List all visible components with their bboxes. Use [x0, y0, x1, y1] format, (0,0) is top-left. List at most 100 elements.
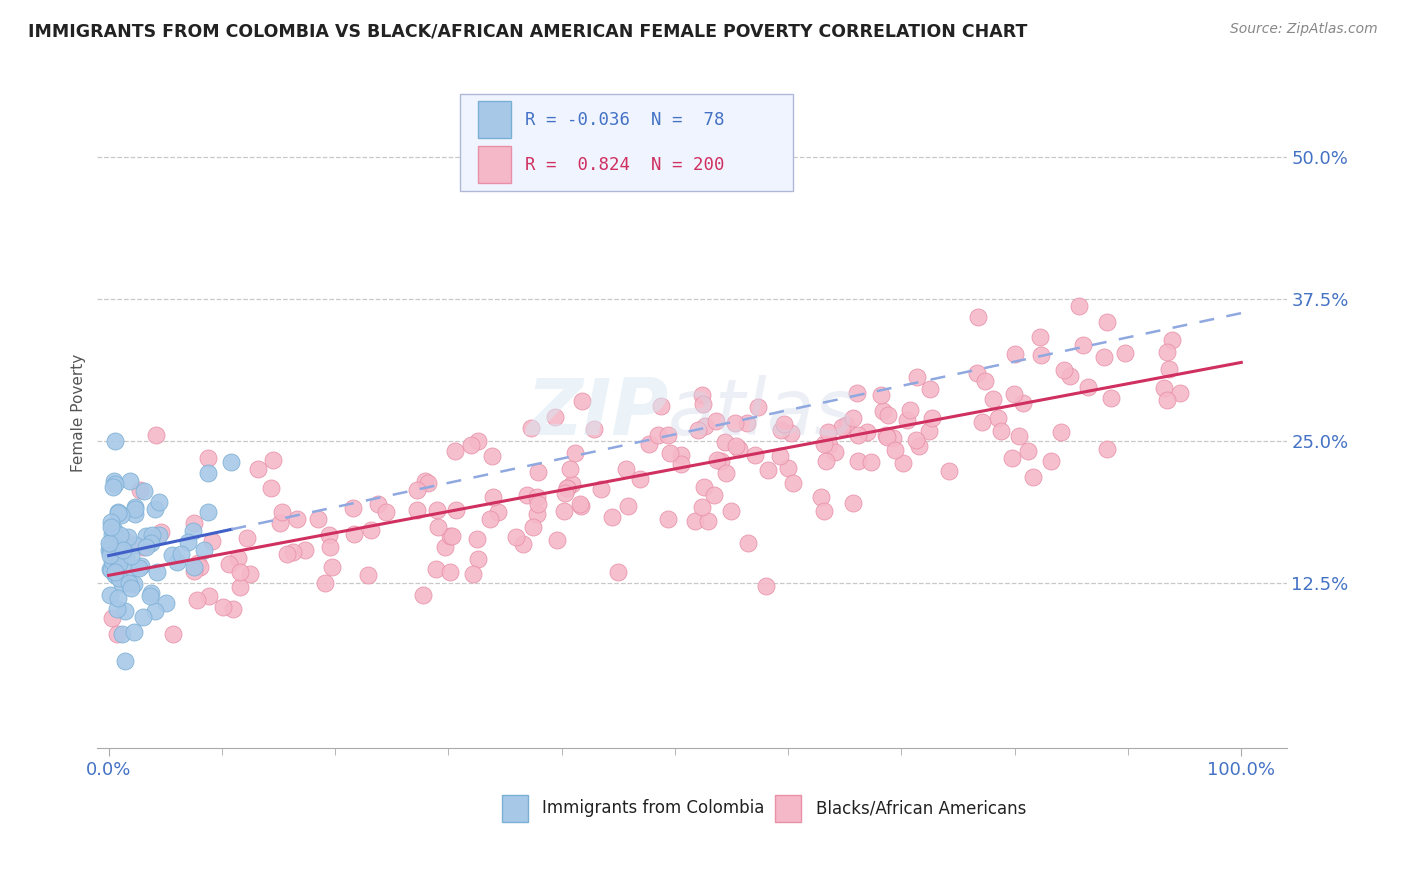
Point: [1095, 315, 1118, 329]
Point: [486, 505, 509, 519]
Point: [187, 556, 209, 570]
Point: [782, 476, 804, 491]
Point: [145, 566, 167, 580]
Point: [124, 624, 146, 639]
Point: [103, 523, 125, 537]
Point: [967, 310, 990, 325]
Point: [201, 534, 224, 549]
Point: [118, 564, 141, 578]
Point: [522, 519, 544, 533]
Point: [669, 457, 692, 471]
Point: [482, 490, 505, 504]
Text: Blacks/African Americans: Blacks/African Americans: [815, 799, 1026, 817]
Point: [818, 438, 841, 452]
Point: [898, 403, 921, 417]
Point: [1159, 362, 1181, 376]
Text: R = -0.036  N =  78: R = -0.036 N = 78: [526, 111, 725, 128]
Point: [1077, 379, 1099, 393]
Point: [987, 410, 1010, 425]
Point: [108, 556, 131, 570]
Point: [813, 436, 835, 450]
Point: [710, 453, 733, 467]
Point: [1029, 348, 1052, 362]
Point: [111, 577, 134, 591]
Point: [108, 542, 131, 557]
Point: [124, 507, 146, 521]
Point: [1156, 345, 1178, 359]
Point: [564, 446, 586, 460]
Point: [115, 550, 138, 565]
Point: [527, 497, 550, 511]
Point: [553, 504, 575, 518]
Point: [118, 576, 141, 591]
Point: [110, 626, 132, 640]
Point: [197, 504, 219, 518]
Point: [817, 425, 839, 439]
Point: [526, 490, 548, 504]
Point: [105, 627, 128, 641]
Text: Source: ZipAtlas.com: Source: ZipAtlas.com: [1230, 22, 1378, 37]
Point: [875, 428, 897, 442]
Point: [287, 512, 309, 526]
Point: [557, 482, 579, 496]
Point: [107, 591, 129, 605]
Point: [444, 444, 467, 458]
Point: [276, 547, 298, 561]
Point: [1011, 396, 1033, 410]
Point: [104, 476, 127, 491]
Point: [416, 476, 439, 491]
Point: [966, 366, 988, 380]
Y-axis label: Female Poverty: Female Poverty: [72, 353, 86, 472]
Point: [467, 434, 489, 449]
Point: [481, 449, 503, 463]
Point: [846, 454, 869, 468]
Point: [155, 596, 177, 610]
Point: [101, 480, 124, 494]
Point: [186, 593, 208, 607]
Point: [100, 610, 122, 624]
Point: [357, 567, 380, 582]
Point: [1095, 442, 1118, 457]
Point: [657, 428, 679, 442]
Point: [117, 530, 139, 544]
Point: [970, 415, 993, 429]
Point: [686, 423, 709, 437]
Point: [114, 604, 136, 618]
Point: [683, 514, 706, 528]
Text: IMMIGRANTS FROM COLOMBIA VS BLACK/AFRICAN AMERICAN FEMALE POVERTY CORRELATION CH: IMMIGRANTS FROM COLOMBIA VS BLACK/AFRICA…: [28, 22, 1028, 40]
Point: [1156, 393, 1178, 408]
Point: [1004, 347, 1026, 361]
Point: [103, 474, 125, 488]
Point: [737, 536, 759, 550]
Point: [197, 467, 219, 481]
Point: [884, 443, 907, 458]
Point: [439, 528, 461, 542]
Point: [512, 537, 534, 551]
Point: [1168, 385, 1191, 400]
Point: [1069, 299, 1091, 313]
Point: [97, 535, 120, 549]
Point: [703, 488, 725, 502]
Point: [628, 472, 651, 486]
Point: [872, 404, 894, 418]
Point: [877, 408, 900, 422]
Point: [669, 448, 692, 462]
Point: [139, 586, 162, 600]
Point: [101, 553, 124, 567]
Point: [974, 374, 997, 388]
Bar: [502, 795, 527, 822]
Point: [129, 483, 152, 498]
Point: [814, 454, 837, 468]
Point: [856, 425, 879, 440]
Point: [98, 543, 121, 558]
Point: [314, 576, 336, 591]
Point: [211, 600, 233, 615]
Text: ZIP: ZIP: [526, 375, 668, 450]
Point: [425, 562, 447, 576]
Point: [181, 524, 204, 539]
Point: [148, 494, 170, 508]
Point: [918, 424, 941, 438]
Point: [780, 425, 803, 440]
Point: [1050, 425, 1073, 440]
Point: [149, 525, 172, 540]
